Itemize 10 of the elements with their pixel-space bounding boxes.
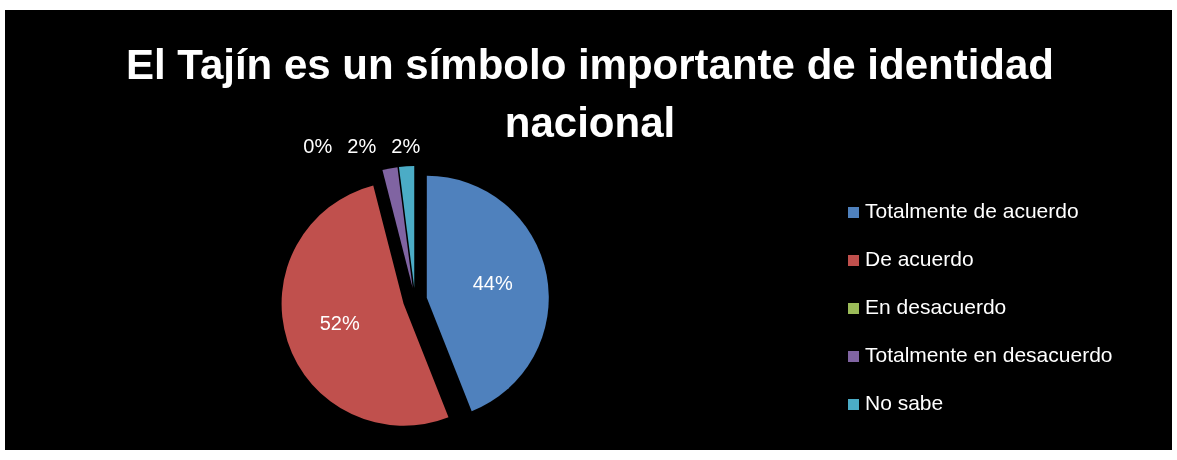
data-label: 44% bbox=[472, 272, 513, 295]
legend-label: De acuerdo bbox=[865, 246, 974, 270]
data-label: 2% bbox=[391, 135, 421, 158]
legend-label: Totalmente en desacuerdo bbox=[865, 342, 1113, 366]
data-label: 2% bbox=[347, 135, 377, 158]
legend-label: Totalmente de acuerdo bbox=[865, 198, 1079, 222]
legend-label: No sabe bbox=[865, 390, 944, 414]
legend-label: En desacuerdo bbox=[865, 294, 1007, 318]
text: 0% bbox=[303, 135, 333, 158]
data-label: 52% bbox=[319, 311, 360, 334]
